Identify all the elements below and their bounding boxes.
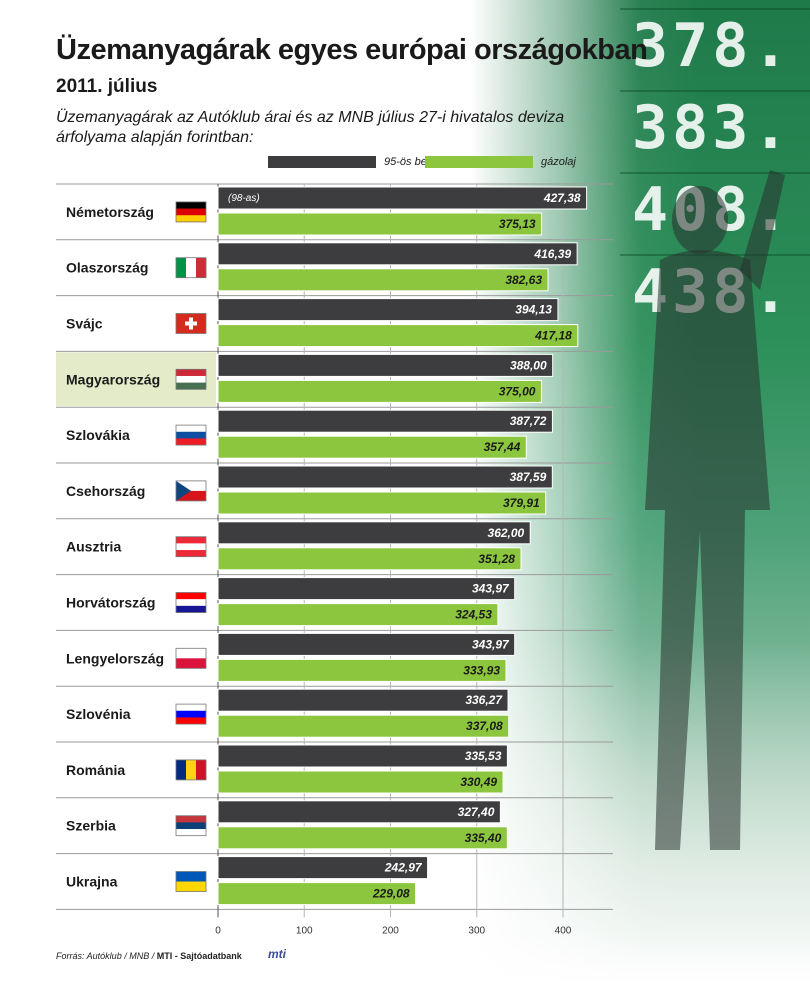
bar-gazolaj — [217, 770, 504, 794]
value-label-gazolaj: 229,08 — [372, 887, 410, 901]
bar-benzin — [217, 856, 429, 880]
value-label-gazolaj: 417,18 — [534, 329, 572, 343]
value-label-benzin: 343,97 — [472, 582, 510, 596]
flag-icon — [175, 815, 207, 837]
chart-description: Üzemanyagárak az Autóklub árai és az MNB… — [56, 109, 565, 146]
bar-benzin — [217, 577, 516, 601]
bar-gazolaj — [217, 714, 510, 738]
note-98: (98-as) — [228, 193, 260, 204]
source-bold: MTI - Sajtóadatbank — [156, 951, 242, 961]
country-label: Horvátország — [66, 595, 155, 611]
country-label: Lengyelország — [66, 650, 164, 666]
bar-gazolaj — [217, 379, 542, 403]
value-label-benzin: 388,00 — [510, 358, 547, 372]
value-label-benzin: 336,27 — [465, 693, 503, 707]
bar-benzin — [217, 632, 516, 656]
bar-gazolaj — [217, 435, 527, 459]
flag-icon — [175, 536, 207, 558]
bar-gazolaj — [217, 324, 579, 348]
legend-benzin-swatch — [268, 156, 376, 168]
value-label-benzin: 327,40 — [458, 805, 495, 819]
bar-gazolaj — [217, 826, 508, 850]
flag-icon — [175, 592, 207, 613]
value-label-benzin: 416,39 — [533, 247, 571, 261]
bar-benzin — [217, 800, 501, 824]
bar-gazolaj — [217, 658, 507, 682]
value-label-gazolaj: 382,63 — [505, 273, 542, 287]
bar-gazolaj — [217, 491, 547, 515]
value-label-gazolaj: 337,08 — [466, 719, 503, 733]
bar-benzin — [217, 465, 553, 489]
country-label: Németország — [66, 204, 154, 220]
country-label: Románia — [66, 762, 125, 778]
flag-icon — [175, 201, 207, 223]
flag-icon — [175, 647, 207, 669]
value-label-benzin: 242,97 — [384, 861, 423, 875]
flag-icon — [175, 703, 207, 725]
bar-benzin — [217, 521, 531, 545]
value-label-gazolaj: 324,53 — [455, 608, 492, 622]
value-label-gazolaj: 379,91 — [503, 496, 540, 510]
bar-benzin — [217, 688, 509, 712]
value-label-gazolaj: 357,44 — [484, 440, 521, 454]
value-label-gazolaj: 375,00 — [499, 384, 536, 398]
bar-gazolaj — [217, 882, 417, 906]
price-board-digit: 378. — [620, 8, 810, 82]
value-label-benzin: 343,97 — [472, 637, 510, 651]
flag-icon — [175, 313, 207, 334]
value-label-benzin: 394,13 — [515, 303, 552, 317]
value-label-benzin: 387,72 — [510, 414, 547, 428]
bar-gazolaj — [217, 603, 499, 627]
person-silhouette — [645, 170, 785, 850]
country-label: Szlovákia — [66, 427, 130, 443]
flag-icon — [175, 759, 207, 781]
bar-gazolaj — [217, 212, 543, 236]
flag-icon — [175, 424, 207, 446]
bar-benzin — [217, 409, 553, 433]
country-label: Olaszország — [66, 260, 148, 276]
value-label-benzin: 362,00 — [488, 526, 525, 540]
value-label-benzin: 427,38 — [543, 191, 581, 205]
x-tick-label: 400 — [555, 925, 572, 936]
bar-benzin — [217, 353, 554, 377]
bar-benzin — [217, 242, 578, 266]
chart-subtitle: 2011. július — [56, 76, 158, 97]
flag-icon — [175, 480, 207, 502]
legend-gazolaj-swatch — [425, 156, 533, 168]
country-label: Ukrajna — [66, 874, 118, 890]
country-label: Magyarország — [66, 371, 160, 387]
source-note: Forrás: Autóklub / MNB / MTI - Sajtóadat… — [56, 951, 242, 961]
legend-gazolaj: gázolaj — [425, 156, 576, 168]
flag-icon — [175, 257, 207, 279]
source-prefix: Forrás: Autóklub / MNB / — [56, 951, 157, 961]
country-label: Ausztria — [66, 539, 121, 555]
value-label-gazolaj: 330,49 — [460, 775, 497, 789]
legend-gazolaj-label: gázolaj — [541, 156, 576, 168]
flag-icon — [175, 871, 207, 892]
value-label-benzin: 387,59 — [510, 470, 547, 484]
price-board-digit: 383. — [620, 90, 810, 164]
bar-benzin — [217, 298, 559, 322]
country-label: Svájc — [66, 316, 103, 332]
country-label: Csehország — [66, 483, 145, 499]
bar-gazolaj — [217, 547, 522, 571]
x-tick-label: 300 — [468, 925, 485, 936]
country-label: Szlovénia — [66, 706, 131, 722]
value-label-gazolaj: 333,93 — [463, 663, 500, 677]
mti-logo: mti — [268, 947, 286, 961]
chart-title: Üzemanyagárak egyes európai országokban — [56, 34, 648, 66]
country-label: Szerbia — [66, 818, 116, 834]
value-label-benzin: 335,53 — [465, 749, 502, 763]
value-label-gazolaj: 375,13 — [499, 217, 536, 231]
bar-gazolaj — [217, 268, 549, 292]
value-label-gazolaj: 335,40 — [465, 831, 502, 845]
x-tick-label: 100 — [296, 925, 313, 936]
flag-icon — [175, 368, 207, 390]
x-tick-label: 0 — [215, 925, 221, 936]
bar-benzin — [217, 186, 588, 210]
x-tick-label: 200 — [382, 925, 399, 936]
value-label-gazolaj: 351,28 — [478, 552, 515, 566]
bar-benzin — [217, 744, 508, 768]
